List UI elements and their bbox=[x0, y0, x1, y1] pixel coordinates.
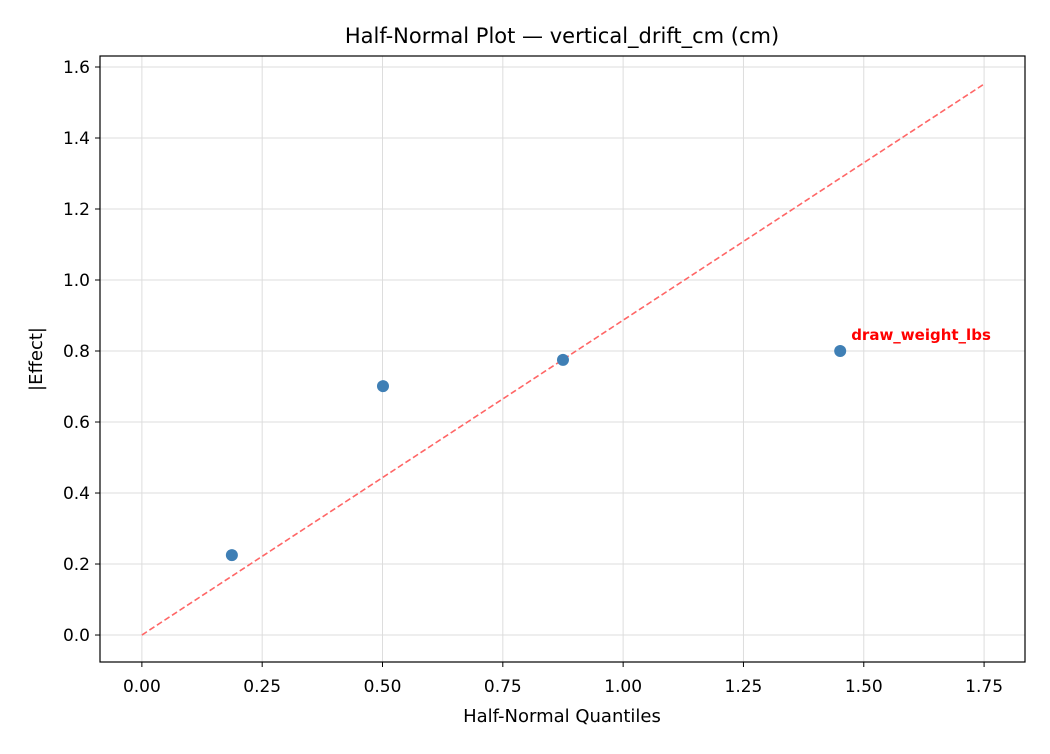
chart-title: Half-Normal Plot — vertical_drift_cm (cm… bbox=[345, 24, 779, 49]
reference-line bbox=[141, 83, 985, 636]
y-tick-label: 0.8 bbox=[63, 342, 90, 362]
x-tick-label: 0.00 bbox=[123, 677, 161, 697]
x-tick-label: 0.50 bbox=[364, 677, 402, 697]
y-tick-label: 1.6 bbox=[63, 58, 90, 78]
data-point bbox=[834, 345, 847, 358]
data-point bbox=[225, 549, 238, 562]
x-tick-label: 1.00 bbox=[604, 677, 642, 697]
y-tick-label: 1.4 bbox=[63, 129, 90, 149]
x-tick-label: 0.25 bbox=[243, 677, 281, 697]
y-tick-label: 1.2 bbox=[63, 200, 90, 220]
x-tick-label: 1.50 bbox=[845, 677, 883, 697]
data-point bbox=[556, 353, 569, 366]
y-tick-label: 1.0 bbox=[63, 271, 90, 291]
plot-frame bbox=[99, 55, 1026, 663]
x-tick-label: 0.75 bbox=[484, 677, 522, 697]
data-point bbox=[376, 380, 389, 393]
x-axis-label: Half-Normal Quantiles bbox=[463, 706, 661, 727]
y-tick-label: 0.0 bbox=[63, 626, 90, 646]
point-annotation: draw_weight_lbs bbox=[851, 326, 991, 344]
y-tick-label: 0.2 bbox=[63, 555, 90, 575]
y-axis-label: |Effect| bbox=[26, 327, 47, 391]
x-tick-label: 1.75 bbox=[965, 677, 1003, 697]
y-tick-label: 0.6 bbox=[63, 413, 90, 433]
x-tick-label: 1.25 bbox=[725, 677, 763, 697]
y-tick-label: 0.4 bbox=[63, 484, 90, 504]
